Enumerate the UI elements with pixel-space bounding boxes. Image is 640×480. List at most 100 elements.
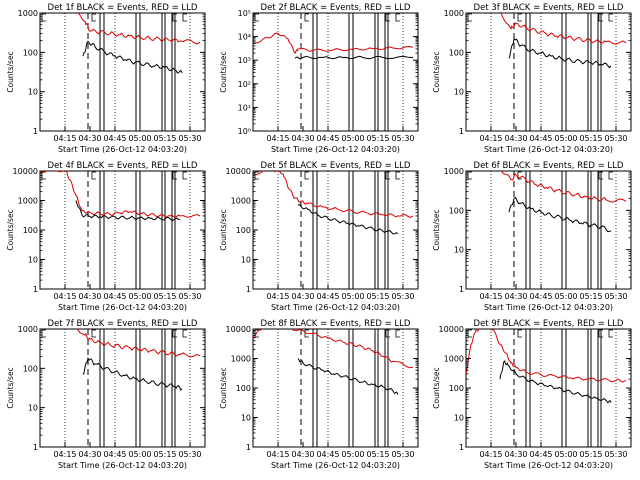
- x-tick-label: 04:30: [291, 450, 314, 459]
- y-axis-label: Counts/sec: [432, 367, 441, 408]
- y-tick-label: 10⁴: [238, 33, 251, 42]
- interval-flag: [304, 13, 309, 22]
- x-tick-label: 05:15: [579, 450, 602, 459]
- plot-frame: [39, 328, 206, 448]
- x-tick-label: 05:15: [153, 450, 176, 459]
- plot-frame: [39, 170, 206, 290]
- interval-flag: [598, 329, 603, 338]
- x-tick-label: 05:15: [366, 450, 389, 459]
- x-tick-label: 05:30: [391, 292, 414, 301]
- y-tick-label: 10: [28, 404, 38, 413]
- plot-frame: [39, 12, 206, 132]
- panel-title: Det 3f BLACK = Events, RED = LLD: [474, 3, 624, 13]
- x-tick-label: 04:15: [53, 134, 76, 143]
- x-tick-label: 04:15: [266, 450, 289, 459]
- x-tick-label: 04:45: [529, 450, 552, 459]
- x-tick-label: 05:30: [391, 450, 414, 459]
- events-rate-line: [294, 55, 414, 60]
- x-tick-label: 04:15: [266, 292, 289, 301]
- plot-area: [41, 13, 201, 131]
- panel-title: Det 6f BLACK = Events, RED = LLD: [474, 161, 624, 171]
- x-tick-label: 05:15: [153, 292, 176, 301]
- detector-panel-7: Det 7f BLACK = Events, RED = LLD 1 10 100 10…: [6, 319, 206, 470]
- y-tick-label: 1000: [444, 167, 464, 176]
- x-tick-label: 04:45: [316, 450, 339, 459]
- events-rate-line: [82, 40, 183, 74]
- plot-area: [467, 171, 627, 289]
- y-axis-label: Counts/sec: [6, 367, 15, 408]
- x-tick-label: 04:30: [291, 134, 314, 143]
- interval-flag: [41, 329, 46, 338]
- y-tick-label: 10: [28, 256, 38, 265]
- y-tick-label: 10³: [238, 56, 251, 65]
- y-tick-label: 1000: [231, 197, 251, 206]
- interval-flag: [467, 13, 472, 22]
- y-axis-label: Counts/sec: [219, 367, 228, 408]
- x-tick-label: 05:15: [366, 292, 389, 301]
- x-tick-label: 05:00: [554, 292, 577, 301]
- y-tick-label: 100: [449, 384, 464, 393]
- x-axis-label: Start Time (26-Oct-12 04:03:20): [271, 145, 400, 154]
- x-tick-label: 04:30: [78, 450, 101, 459]
- x-axis-label: Start Time (26-Oct-12 04:03:20): [484, 461, 613, 470]
- x-tick-label: 04:45: [529, 292, 552, 301]
- x-tick-label: 05:00: [554, 450, 577, 459]
- y-tick-label: 10: [454, 414, 464, 423]
- y-tick-label: 1: [459, 127, 464, 136]
- x-tick-label: 05:00: [128, 292, 151, 301]
- x-tick-label: 05:00: [128, 450, 151, 459]
- y-tick-label: 1000: [444, 9, 464, 18]
- x-tick-label: 05:15: [579, 134, 602, 143]
- x-tick-label: 04:30: [78, 134, 101, 143]
- interval-flag: [608, 329, 613, 338]
- y-tick-label: 10¹: [238, 103, 251, 112]
- plot-frame: [252, 12, 419, 132]
- y-tick-label: 1000: [444, 355, 464, 364]
- interval-flag: [467, 329, 472, 338]
- plot-frame: [465, 170, 632, 290]
- events-rate-line: [508, 37, 612, 69]
- detector-panel-2: Det 2f BLACK = Events, RED = LLD 10⁰ 10¹ 10…: [219, 3, 419, 154]
- x-tick-label: 05:15: [366, 134, 389, 143]
- panel-title: Det 5f BLACK = Events, RED = LLD: [261, 161, 411, 171]
- y-tick-label: 10: [28, 88, 38, 97]
- plot-frame: [465, 328, 632, 448]
- plot-area: [253, 13, 414, 131]
- x-tick-label: 05:00: [554, 134, 577, 143]
- x-tick-label: 04:15: [479, 450, 502, 459]
- y-tick-label: 10000: [226, 167, 251, 176]
- detector-panel-5: Det 5f BLACK = Events, RED = LLD 1 10 100 10…: [219, 161, 419, 312]
- x-tick-label: 05:15: [153, 134, 176, 143]
- interval-flag: [91, 13, 96, 22]
- y-tick-label: 100: [236, 384, 251, 393]
- x-axis-label: Start Time (26-Oct-12 04:03:20): [58, 461, 187, 470]
- detector-panel-8: Det 8f BLACK = Events, RED = LLD 1 10 100 10…: [219, 319, 419, 470]
- plot-area: [40, 171, 201, 289]
- x-tick-label: 04:45: [103, 292, 126, 301]
- lld-rate-line: [253, 329, 414, 369]
- plot-area: [467, 13, 627, 131]
- detector-panel-4: Det 4f BLACK = Events, RED = LLD 1 10 100 10…: [6, 161, 206, 312]
- x-tick-label: 05:00: [128, 134, 151, 143]
- interval-flag: [172, 171, 177, 180]
- lld-rate-line: [76, 329, 201, 358]
- y-tick-label: 100: [23, 364, 38, 373]
- x-tick-label: 04:45: [529, 134, 552, 143]
- interval-flag: [385, 13, 390, 22]
- x-tick-label: 04:30: [504, 450, 527, 459]
- plot-area: [253, 171, 414, 289]
- x-tick-label: 04:45: [103, 134, 126, 143]
- y-tick-label: 10: [454, 246, 464, 255]
- x-tick-label: 05:15: [579, 292, 602, 301]
- x-tick-label: 04:30: [504, 292, 527, 301]
- y-axis-label: Counts/sec: [219, 51, 228, 92]
- interval-flag: [182, 13, 187, 22]
- x-tick-label: 05:30: [604, 292, 627, 301]
- y-tick-label: 1000: [18, 197, 38, 206]
- interval-flag: [91, 329, 96, 338]
- x-axis-label: Start Time (26-Oct-12 04:03:20): [484, 145, 613, 154]
- interval-flag: [41, 171, 46, 180]
- y-tick-label: 1: [246, 285, 251, 294]
- plot-area: [41, 329, 201, 447]
- plot-frame: [252, 170, 419, 290]
